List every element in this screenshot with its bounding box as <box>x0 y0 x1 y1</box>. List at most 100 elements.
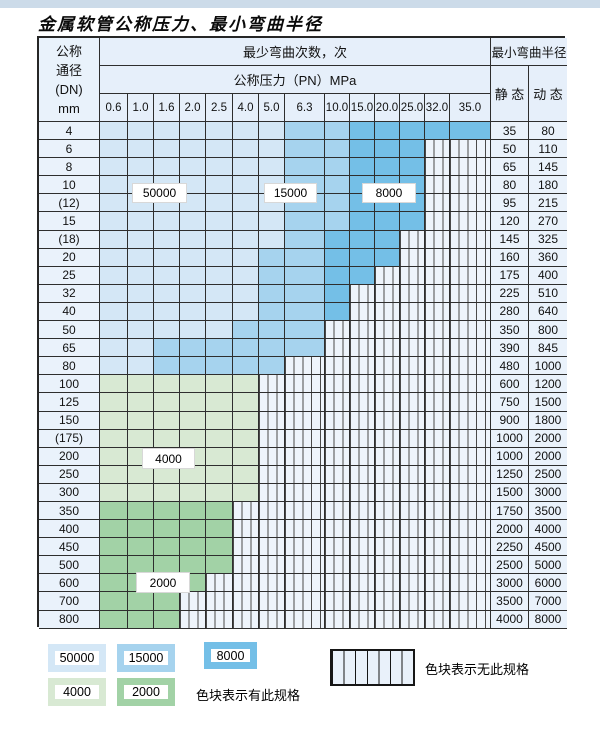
spec-cell-no-spec <box>375 610 400 629</box>
spec-cell-no-spec <box>285 429 325 448</box>
spec-cell-colored <box>375 158 400 177</box>
spec-cell-colored <box>285 230 325 249</box>
dn-cell: 100 <box>39 375 100 394</box>
spec-cell-no-spec <box>259 429 285 448</box>
spec-cell-colored <box>128 122 154 141</box>
cycles-header: 最少弯曲次数，次 <box>100 38 491 66</box>
spec-cell-no-spec <box>285 411 325 430</box>
dn-cell: 40 <box>39 302 100 322</box>
static-radius-cell: 1000 <box>491 429 529 448</box>
spec-cell-no-spec <box>450 140 491 159</box>
spec-cell-no-spec <box>285 465 325 484</box>
spec-cell-colored <box>180 375 206 394</box>
static-radius-cell: 145 <box>491 230 529 249</box>
spec-cell-no-spec <box>259 411 285 430</box>
spec-cell-colored <box>154 302 180 322</box>
spec-cell-colored <box>425 122 450 141</box>
spec-cell-no-spec <box>375 266 400 285</box>
spec-cell-no-spec <box>350 339 375 358</box>
spec-cell-colored <box>400 122 425 141</box>
spec-cell-no-spec <box>450 429 491 448</box>
spec-cell-no-spec <box>425 520 450 539</box>
spec-cell-colored <box>206 501 233 521</box>
spec-cell-no-spec <box>259 592 285 611</box>
static-radius-cell: 3000 <box>491 574 529 593</box>
spec-cell-no-spec <box>425 538 450 557</box>
spec-cell-no-spec <box>350 357 375 376</box>
spec-cell-colored <box>154 266 180 285</box>
dn-cell: 4 <box>39 122 100 141</box>
spec-cell-no-spec <box>325 357 350 376</box>
spec-cell-colored <box>128 248 154 267</box>
spec-cell-colored <box>259 284 285 303</box>
spec-cell-colored <box>325 158 350 177</box>
dynamic-radius-cell: 510 <box>529 284 567 303</box>
spec-cell-colored <box>206 556 233 575</box>
static-radius-cell: 1750 <box>491 501 529 521</box>
spec-cell-no-spec <box>425 158 450 177</box>
spec-cell-no-spec <box>325 574 350 593</box>
spec-cell-colored <box>128 321 154 340</box>
spec-cell-no-spec <box>233 520 259 539</box>
spec-cell-colored <box>233 429 259 448</box>
spec-cell-colored <box>400 158 425 177</box>
spec-cell-colored <box>154 411 180 430</box>
spec-cell-no-spec <box>233 574 259 593</box>
pressure-tick-1.0: 1.0 <box>128 94 154 122</box>
spec-cell-colored <box>400 140 425 159</box>
spec-cell-no-spec <box>375 339 400 358</box>
spec-cell-colored <box>285 339 325 358</box>
spec-cell-no-spec <box>400 248 425 267</box>
spec-cell-no-spec <box>450 302 491 322</box>
spec-cell-colored <box>325 248 350 267</box>
spec-cell-no-spec <box>425 610 450 629</box>
spec-cell-no-spec <box>450 230 491 249</box>
spec-cell-colored <box>100 483 128 502</box>
table-row-dn-50: 50 350 800 <box>39 321 567 340</box>
spec-cell-no-spec <box>400 302 425 322</box>
spec-cell-no-spec <box>425 321 450 340</box>
spec-cell-no-spec <box>206 574 233 593</box>
spec-cell-colored <box>350 212 375 231</box>
spec-cell-colored <box>154 339 180 358</box>
spec-cell-colored <box>154 393 180 412</box>
static-radius-cell: 1250 <box>491 465 529 484</box>
spec-cell-colored <box>100 158 128 177</box>
table-row-dn-4: 4 35 80 <box>39 122 567 141</box>
spec-cell-no-spec <box>325 411 350 430</box>
dynamic-radius-cell: 325 <box>529 230 567 249</box>
spec-cell-no-spec <box>425 140 450 159</box>
pressure-header: 公称压力（PN）MPa <box>100 66 491 94</box>
spec-cell-no-spec <box>233 556 259 575</box>
spec-cell-no-spec <box>375 538 400 557</box>
spec-cell-no-spec <box>259 556 285 575</box>
spec-cell-colored <box>259 302 285 322</box>
static-radius-cell: 390 <box>491 339 529 358</box>
dynamic-radius-cell: 7000 <box>529 592 567 611</box>
spec-cell-no-spec <box>450 411 491 430</box>
spec-cell-no-spec <box>350 592 375 611</box>
dynamic-header: 动 态 <box>529 66 567 122</box>
spec-cell-colored <box>285 321 325 340</box>
dn-cell: 450 <box>39 538 100 557</box>
spec-cell-no-spec <box>325 321 350 340</box>
table-row-dn-32: 32 225 510 <box>39 284 567 303</box>
static-radius-cell: 50 <box>491 140 529 159</box>
spec-cell-no-spec <box>425 375 450 394</box>
pressure-tick-25.0: 25.0 <box>400 94 425 122</box>
spec-cell-colored <box>180 230 206 249</box>
spec-cell-colored <box>180 158 206 177</box>
spec-cell-no-spec <box>285 538 325 557</box>
spec-cell-no-spec <box>450 538 491 557</box>
spec-cell-colored <box>100 520 128 539</box>
spec-cell-no-spec <box>450 375 491 394</box>
spec-cell-no-spec <box>400 538 425 557</box>
dynamic-radius-cell: 2000 <box>529 447 567 466</box>
dynamic-radius-cell: 4000 <box>529 520 567 539</box>
spec-cell-colored <box>180 393 206 412</box>
spec-cell-colored <box>206 140 233 159</box>
spec-cell-no-spec <box>375 375 400 394</box>
spec-cell-colored <box>154 212 180 231</box>
table-row-dn-175: (175) 1000 2000 <box>39 429 567 448</box>
spec-cell-colored <box>233 447 259 466</box>
